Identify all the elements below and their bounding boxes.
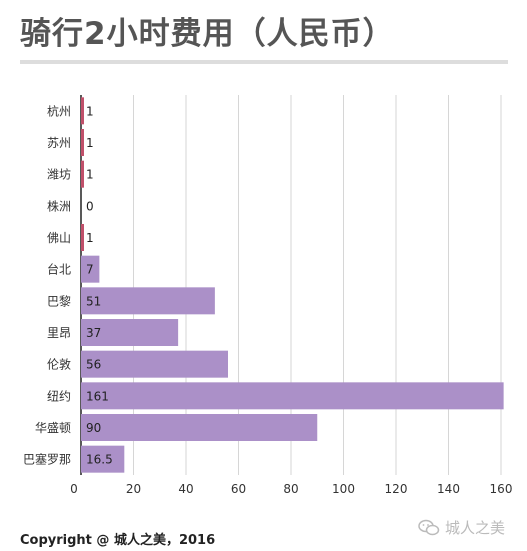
bar	[81, 414, 318, 441]
x-tick-label: 0	[70, 482, 78, 496]
labels: 0 20 40 60 80 100 120 140 160 杭州 1 苏州 1 潍坊 1 株洲 0 佛山 1 台北 7 巴…	[23, 103, 512, 496]
bar	[81, 287, 215, 315]
title-divider	[20, 60, 508, 64]
bar	[81, 445, 125, 473]
bar	[81, 382, 504, 410]
category-label: 巴塞罗那	[23, 452, 71, 467]
x-tick-label: 60	[231, 482, 246, 496]
x-tick-label: 100	[332, 482, 355, 496]
category-label: 伦敦	[47, 357, 71, 372]
category-label: 台北	[47, 262, 71, 277]
x-tick-label: 80	[283, 482, 298, 496]
value-label: 90	[86, 421, 101, 435]
bar	[81, 255, 100, 283]
bar	[81, 319, 179, 346]
category-label: 里昂	[47, 326, 71, 340]
x-tick-label: 160	[490, 482, 513, 496]
watermark: 城人之美	[418, 517, 505, 538]
value-label: 51	[86, 294, 101, 308]
bar	[81, 129, 84, 156]
value-label: 0	[86, 199, 94, 213]
category-label: 杭州	[47, 103, 71, 118]
chart-title: 骑行2小时费用（人民币）	[20, 16, 395, 52]
bar	[81, 350, 228, 378]
watermark-text: 城人之美	[445, 519, 506, 537]
category-label: 华盛顿	[35, 420, 71, 435]
category-label: 纽约	[47, 388, 71, 403]
value-label: 161	[86, 389, 109, 403]
value-label: 1	[86, 231, 94, 245]
value-label: 1	[86, 136, 94, 150]
value-label: 1	[86, 168, 94, 182]
x-tick-label: 140	[437, 482, 460, 496]
x-tick-label: 120	[385, 482, 408, 496]
bar	[81, 160, 84, 188]
bar	[81, 97, 84, 125]
grid-lines	[80, 95, 502, 475]
value-label: 7	[86, 263, 94, 277]
value-label: 1	[86, 104, 94, 118]
category-label: 佛山	[47, 231, 71, 245]
category-label: 潍坊	[47, 167, 71, 182]
category-label: 苏州	[47, 136, 71, 150]
value-label: 56	[86, 358, 101, 372]
category-label: 株洲	[47, 198, 71, 213]
value-label: 16.5	[86, 453, 113, 467]
x-tick-label: 40	[178, 482, 193, 496]
bar	[81, 224, 84, 251]
x-tick-label: 20	[126, 482, 141, 496]
category-label: 巴黎	[47, 294, 71, 308]
value-label: 37	[86, 326, 101, 340]
copyright-footer: Copyright @ 城人之美，2016	[20, 533, 216, 548]
wechat-icon	[418, 519, 440, 537]
bars	[81, 97, 504, 473]
